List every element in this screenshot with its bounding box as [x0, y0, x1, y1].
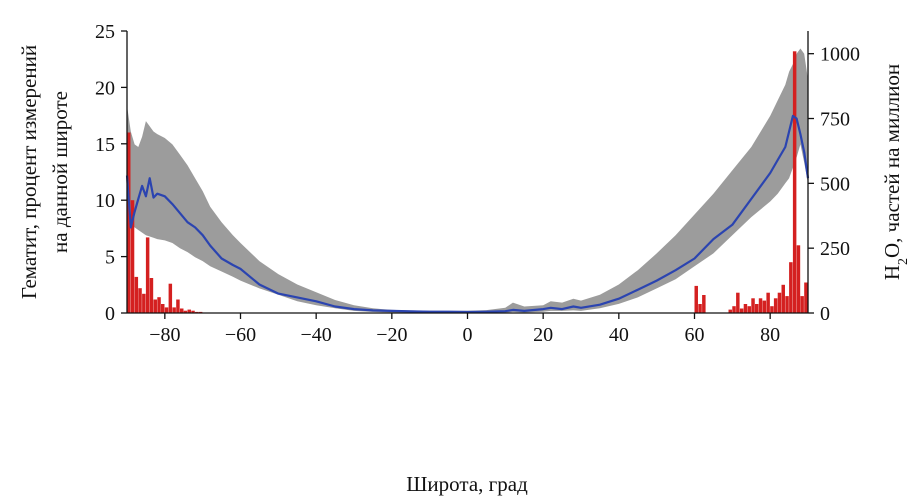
- x-tick-label: −40: [301, 324, 332, 346]
- x-tick-label: 80: [760, 324, 780, 346]
- x-tick-label: 60: [685, 324, 705, 346]
- ticks: −80 −60 −40 −20 0 20 40 60 800510152025025050075…: [95, 21, 860, 346]
- y-right-tick-label: 500: [820, 173, 850, 195]
- hematite-bar: [762, 300, 767, 313]
- y-left-tick-label: 25: [95, 21, 115, 43]
- hematite-bar: [138, 288, 142, 313]
- y-right-axis-title-h: H: [880, 265, 904, 280]
- hematite-bar: [161, 304, 165, 313]
- hematite-bar: [792, 51, 797, 314]
- y-right-axis-title-rest: O, частей на миллион: [880, 64, 904, 258]
- hematite-bar: [180, 308, 184, 313]
- hematite-bar: [157, 297, 161, 313]
- hematite-bar: [773, 298, 778, 313]
- x-tick-label: −20: [376, 324, 407, 346]
- hematite-bar: [183, 310, 188, 313]
- x-axis-title: Широта, град: [406, 472, 528, 496]
- y-left-tick-label: 5: [105, 247, 115, 269]
- y-right-axis-title: H2O, частей на миллион: [880, 64, 911, 280]
- hematite-bar: [164, 307, 169, 313]
- hematite-bar: [739, 308, 744, 313]
- hematite-bar: [777, 292, 782, 313]
- hematite-bar: [694, 285, 698, 313]
- hematite-bar: [770, 306, 774, 313]
- hematite-bar: [191, 310, 195, 313]
- hematite-bar: [747, 306, 751, 313]
- hematite-bar: [789, 262, 793, 313]
- y-left-tick-label: 20: [95, 77, 115, 99]
- hematite-bar: [766, 292, 770, 313]
- y-right-tick-label: 250: [820, 238, 850, 260]
- hematite-bar: [142, 293, 146, 313]
- hematite-bar: [134, 276, 139, 313]
- y-right-tick-label: 0: [820, 303, 830, 325]
- hematite-bar: [176, 299, 180, 313]
- x-tick-label: 20: [533, 324, 553, 346]
- hematite-bar: [168, 283, 173, 313]
- x-tick-label: −80: [149, 324, 180, 346]
- hematite-bar: [755, 304, 759, 313]
- y-left-tick-label: 15: [95, 134, 115, 156]
- hematite-bar: [172, 307, 176, 313]
- hematite-bar: [728, 309, 732, 313]
- hematite-bar: [785, 296, 789, 313]
- hematite-bar: [751, 298, 755, 313]
- hematite-bar: [153, 299, 157, 313]
- y-right-axis-title-subscript: 2: [896, 258, 911, 265]
- hematite-bar: [804, 282, 808, 313]
- hematite-bar: [130, 200, 135, 313]
- hematite-bar: [743, 304, 748, 313]
- hematite-bar: [732, 306, 736, 313]
- hematite-bar: [145, 237, 150, 313]
- y-right-tick-label: 750: [820, 109, 850, 131]
- hematite-bar: [796, 245, 801, 313]
- hematite-bar: [698, 304, 702, 313]
- hematite-bar: [758, 298, 763, 313]
- hematite-bar: [800, 296, 804, 313]
- x-tick-label: 40: [609, 324, 629, 346]
- y-left-tick-label: 10: [95, 190, 115, 212]
- hematite-bar: [781, 284, 785, 313]
- plot-area: [125, 48, 810, 314]
- hematite-bar: [187, 309, 191, 313]
- y-left-axis-title-line2: на данной широте: [48, 91, 72, 253]
- y-left-axis-title-line1: Гематит, процент измерений: [17, 45, 41, 299]
- hematite-bar: [702, 295, 706, 313]
- water-range-band: [127, 48, 808, 313]
- y-left-tick-label: 0: [105, 303, 115, 325]
- hematite-bar: [127, 132, 131, 313]
- x-tick-label: 0: [463, 324, 473, 346]
- water-mean-line: [125, 114, 810, 314]
- x-tick-label: −60: [225, 324, 256, 346]
- hematite-bar: [149, 278, 154, 313]
- y-right-tick-label: 1000: [820, 44, 860, 66]
- hematite-bar: [736, 292, 740, 313]
